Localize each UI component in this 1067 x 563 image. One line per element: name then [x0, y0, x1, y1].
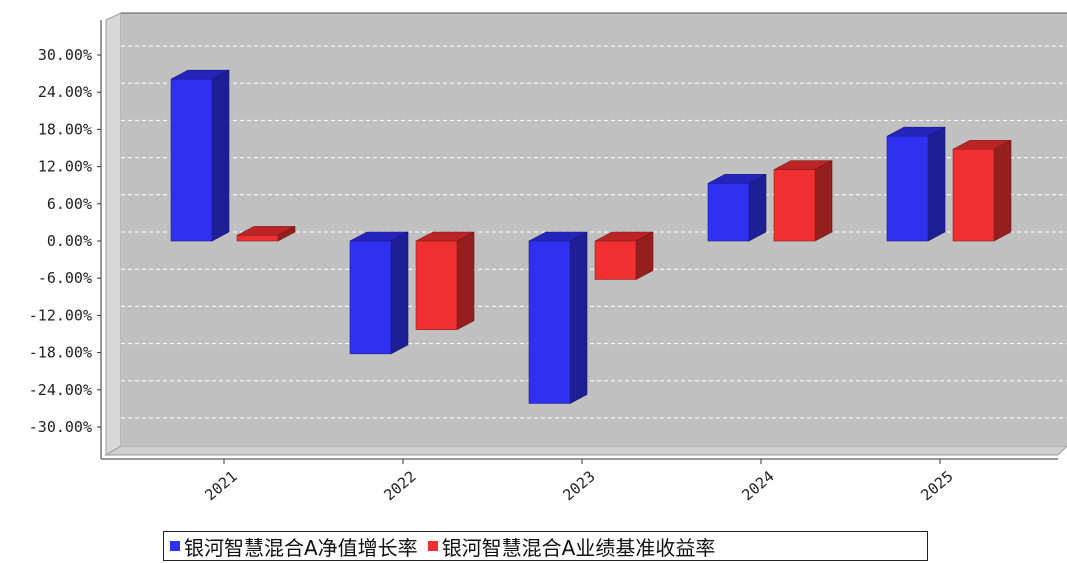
- y-tick-label: -6.00%: [38, 269, 92, 287]
- bar-2023-series-2: [594, 231, 654, 280]
- y-tick-label: 6.00%: [47, 195, 92, 213]
- legend-swatch-red: [427, 541, 438, 551]
- bar-2022-series-2: [415, 231, 475, 331]
- y-tick-label: 0.00%: [47, 232, 92, 250]
- y-tick-label: 18.00%: [38, 120, 92, 138]
- legend-label-benchmark: 银河智慧混合A业绩基准收益率: [441, 535, 716, 560]
- x-tick-label-2021: 2021: [201, 467, 240, 504]
- bar-2021-series-2: [236, 225, 296, 242]
- legend-swatch-blue: [170, 541, 180, 551]
- legend-label-nav-growth: 银河智慧混合A净值增长率: [184, 535, 418, 560]
- bar-2023-series-1: [528, 231, 588, 404]
- legend-item-nav-growth: 银河智慧混合A净值增长率: [170, 532, 418, 560]
- chart-floor: [104, 445, 1067, 456]
- y-tick-label: 24.00%: [38, 83, 92, 101]
- bar-2022-series-1: [349, 231, 409, 355]
- bar-2024-series-1: [707, 173, 767, 242]
- y-tick-label: -30.00%: [29, 418, 92, 436]
- x-tick-label-2022: 2022: [380, 467, 419, 504]
- x-tick-label-2023: 2023: [559, 467, 598, 504]
- y-tick-label: 30.00%: [38, 46, 92, 64]
- x-tick-label-2024: 2024: [738, 467, 777, 504]
- bar-2025-series-1: [886, 126, 946, 242]
- y-tick-label: 12.00%: [38, 158, 92, 176]
- bar-2024-series-2: [773, 160, 833, 242]
- y-tick-label: -12.00%: [29, 306, 92, 324]
- y-tick-label: -18.00%: [29, 344, 92, 362]
- chart-left-wall: [105, 12, 122, 456]
- legend-item-benchmark: 银河智慧混合A业绩基准收益率: [427, 532, 716, 560]
- x-tick-label-2025: 2025: [917, 467, 956, 504]
- bar-2021-series-1: [170, 69, 230, 242]
- y-tick-label: -24.00%: [29, 381, 92, 399]
- bar-2025-series-2: [952, 139, 1012, 242]
- bar-chart: 30.00% 24.00% 18.00% 12.00% 6.00% 0.00% -6.00%…: [29, 12, 1067, 504]
- chart-legend: 银河智慧混合A净值增长率 银河智慧混合A业绩基准收益率: [163, 531, 928, 561]
